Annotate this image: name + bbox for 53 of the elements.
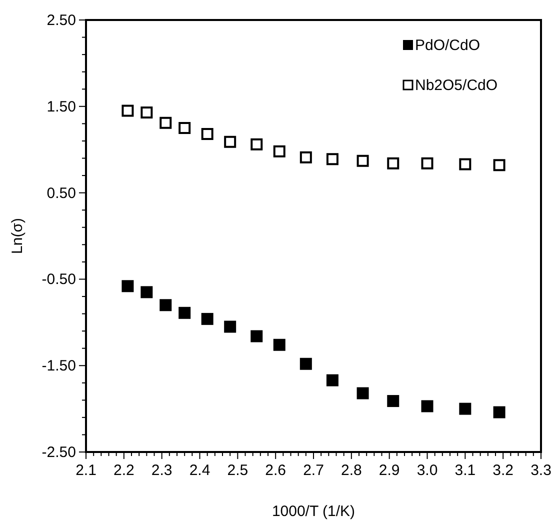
y-axis-title: Ln(σ) bbox=[9, 218, 26, 254]
x-tick-label: 2.8 bbox=[340, 462, 362, 479]
x-tick-label: 2.2 bbox=[113, 462, 134, 479]
x-tick-label: 3.1 bbox=[454, 462, 476, 479]
x-tick-label: 2.1 bbox=[76, 462, 96, 479]
x-tick-label: 2.4 bbox=[189, 462, 210, 479]
point bbox=[326, 153, 338, 166]
point bbox=[300, 151, 312, 164]
point bbox=[122, 104, 134, 117]
point bbox=[201, 128, 214, 140]
legend-label: Nb2O5/CdO bbox=[415, 77, 498, 94]
point bbox=[459, 402, 472, 415]
x-tick-label: 3.2 bbox=[492, 462, 514, 479]
point bbox=[326, 374, 338, 386]
point bbox=[273, 145, 286, 158]
x-tick-label: 3.3 bbox=[530, 462, 552, 479]
x-tick-label: 3.0 bbox=[416, 462, 438, 479]
point bbox=[273, 338, 286, 351]
legend-label: PdO/CdO bbox=[415, 37, 480, 54]
point bbox=[300, 358, 312, 370]
point bbox=[140, 286, 153, 298]
y-tick-label: -0.50 bbox=[42, 271, 76, 288]
point bbox=[250, 138, 263, 150]
point bbox=[421, 400, 434, 412]
point bbox=[140, 106, 153, 118]
point bbox=[421, 157, 434, 170]
y-tick-label: 2.50 bbox=[46, 12, 76, 29]
y-tick-label: -1.50 bbox=[42, 358, 76, 375]
x-tick-label: 2.7 bbox=[303, 462, 324, 479]
point bbox=[122, 280, 134, 292]
point bbox=[201, 312, 214, 325]
point bbox=[356, 154, 369, 167]
point bbox=[178, 122, 191, 134]
x-tick-label: 2.6 bbox=[265, 462, 286, 479]
point bbox=[387, 395, 400, 408]
point bbox=[493, 159, 506, 172]
x-tick-label: 2.3 bbox=[151, 462, 172, 479]
point bbox=[387, 157, 400, 170]
point bbox=[356, 387, 369, 400]
x-tick-label: 2.9 bbox=[378, 462, 400, 479]
y-tick-label: 0.50 bbox=[46, 184, 76, 202]
point bbox=[493, 406, 506, 418]
point bbox=[224, 136, 236, 148]
point bbox=[459, 158, 472, 170]
point bbox=[224, 320, 236, 333]
y-tick-label: 1.50 bbox=[46, 98, 76, 116]
point bbox=[250, 330, 263, 342]
x-tick-label: 2.5 bbox=[227, 462, 248, 479]
point bbox=[160, 299, 172, 312]
point bbox=[160, 116, 172, 129]
x-axis-title: 1000/T (1/K) bbox=[272, 503, 356, 520]
point bbox=[178, 306, 191, 319]
y-tick-label: -2.50 bbox=[42, 444, 76, 461]
